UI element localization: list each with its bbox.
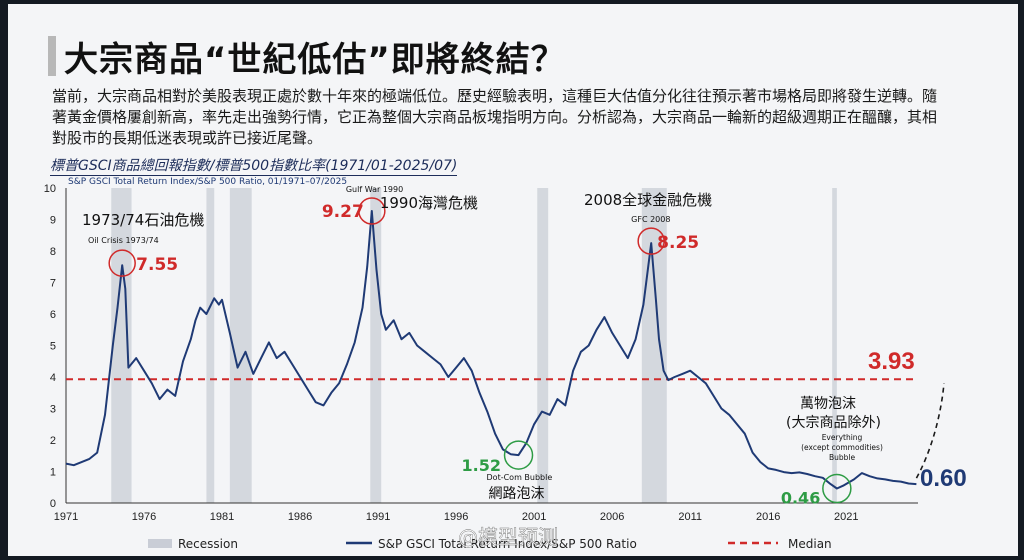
y-tick-label: 7 bbox=[50, 278, 56, 290]
event-label-cn: 網路泡沫 bbox=[489, 486, 545, 502]
watermark-text: @模型预测 bbox=[458, 525, 558, 549]
event-label-cn: (大宗商品除外) bbox=[786, 415, 881, 431]
trough-marker bbox=[503, 440, 534, 470]
recession-band bbox=[111, 188, 132, 503]
x-tick-label: 1981 bbox=[210, 511, 234, 523]
recession-band bbox=[832, 188, 837, 503]
slide-body-text: 當前，大宗商品相對於美股表現正處於數十年來的極端低位。歷史經驗表明，這種巨大估值… bbox=[52, 87, 938, 147]
x-tick-label: 2021 bbox=[834, 511, 858, 523]
y-tick-label: 0 bbox=[50, 498, 56, 510]
trough-value: 0.46 bbox=[781, 489, 820, 508]
event-label-en: Bubble bbox=[829, 453, 856, 462]
chart-title: S&P GSCI Total Return Index/S&P 500 Rati… bbox=[68, 177, 347, 187]
x-tick-label: 1996 bbox=[444, 511, 468, 523]
x-tick-label: 1986 bbox=[288, 511, 312, 523]
x-tick-label: 1971 bbox=[54, 511, 78, 523]
y-tick-label: 1 bbox=[50, 467, 56, 479]
ratio-series-line bbox=[65, 210, 917, 490]
x-tick-label: 1991 bbox=[366, 511, 390, 523]
recession-band bbox=[370, 188, 382, 503]
x-tick-label: 2011 bbox=[678, 511, 702, 523]
slide-title: 大宗商品“世紀低估”即將終結？ bbox=[64, 40, 566, 80]
event-label-cn: 1973/74石油危機 bbox=[82, 211, 204, 229]
y-tick-label: 6 bbox=[50, 309, 56, 321]
y-tick-label: 10 bbox=[44, 183, 56, 195]
x-tick-label: 2016 bbox=[756, 511, 780, 523]
event-label-en: GFC 2008 bbox=[631, 215, 670, 224]
event-label-cn: 1990海灣危機 bbox=[380, 194, 478, 212]
slide: 大宗商品“世紀低估”即將終結？ 當前，大宗商品相對於美股表現正處於數十年來的極端… bbox=[8, 4, 1018, 556]
event-label-cn: 萬物泡沫 bbox=[800, 396, 856, 412]
legend-label: Recession bbox=[178, 537, 238, 551]
trough-value: 1.52 bbox=[462, 456, 501, 475]
recession-band bbox=[206, 188, 215, 503]
y-tick-label: 2 bbox=[50, 435, 56, 447]
y-tick-label: 4 bbox=[50, 372, 56, 384]
peak-marker bbox=[637, 227, 665, 255]
event-label-en: Gulf War 1990 bbox=[346, 185, 403, 194]
event-label-en: (except commodities) bbox=[801, 443, 883, 452]
x-tick-label: 2001 bbox=[522, 511, 546, 523]
recession-band bbox=[229, 188, 252, 503]
y-tick-label: 5 bbox=[50, 341, 56, 353]
chart-caption: 標普GSCI商品總回報指數/標普500指數比率(1971/01-2025/07) bbox=[50, 155, 458, 176]
y-tick-label: 9 bbox=[50, 215, 56, 227]
y-tick-label: 8 bbox=[50, 246, 56, 258]
y-tick-label: 3 bbox=[50, 404, 56, 416]
projection-curve bbox=[915, 383, 945, 479]
x-tick-label: 2006 bbox=[600, 511, 624, 523]
event-label-cn: 2008全球金融危機 bbox=[584, 191, 712, 209]
peak-value: 8.25 bbox=[657, 233, 699, 253]
current-value-label: 0.60 bbox=[920, 465, 967, 492]
legend-label: Median bbox=[788, 537, 832, 551]
median-value-label: 3.93 bbox=[868, 348, 915, 375]
peak-marker bbox=[108, 249, 136, 277]
legend-label: S&P GSCI Total Return Index/S&P 500 Rati… bbox=[378, 537, 637, 551]
recession-band bbox=[641, 188, 667, 503]
title-accent-bar bbox=[48, 36, 56, 76]
x-tick-label: 1976 bbox=[132, 511, 156, 523]
peak-value: 9.27 bbox=[322, 202, 364, 222]
legend-swatch-recession bbox=[148, 539, 172, 548]
event-label-en: Dot-Com Bubble bbox=[487, 473, 553, 482]
peak-marker bbox=[358, 197, 386, 225]
trough-marker bbox=[822, 473, 852, 504]
event-label-en: Everything bbox=[822, 433, 863, 442]
peak-value: 7.55 bbox=[136, 255, 178, 275]
recession-band bbox=[537, 188, 549, 503]
event-label-en: Oil Crisis 1973/74 bbox=[88, 236, 159, 245]
